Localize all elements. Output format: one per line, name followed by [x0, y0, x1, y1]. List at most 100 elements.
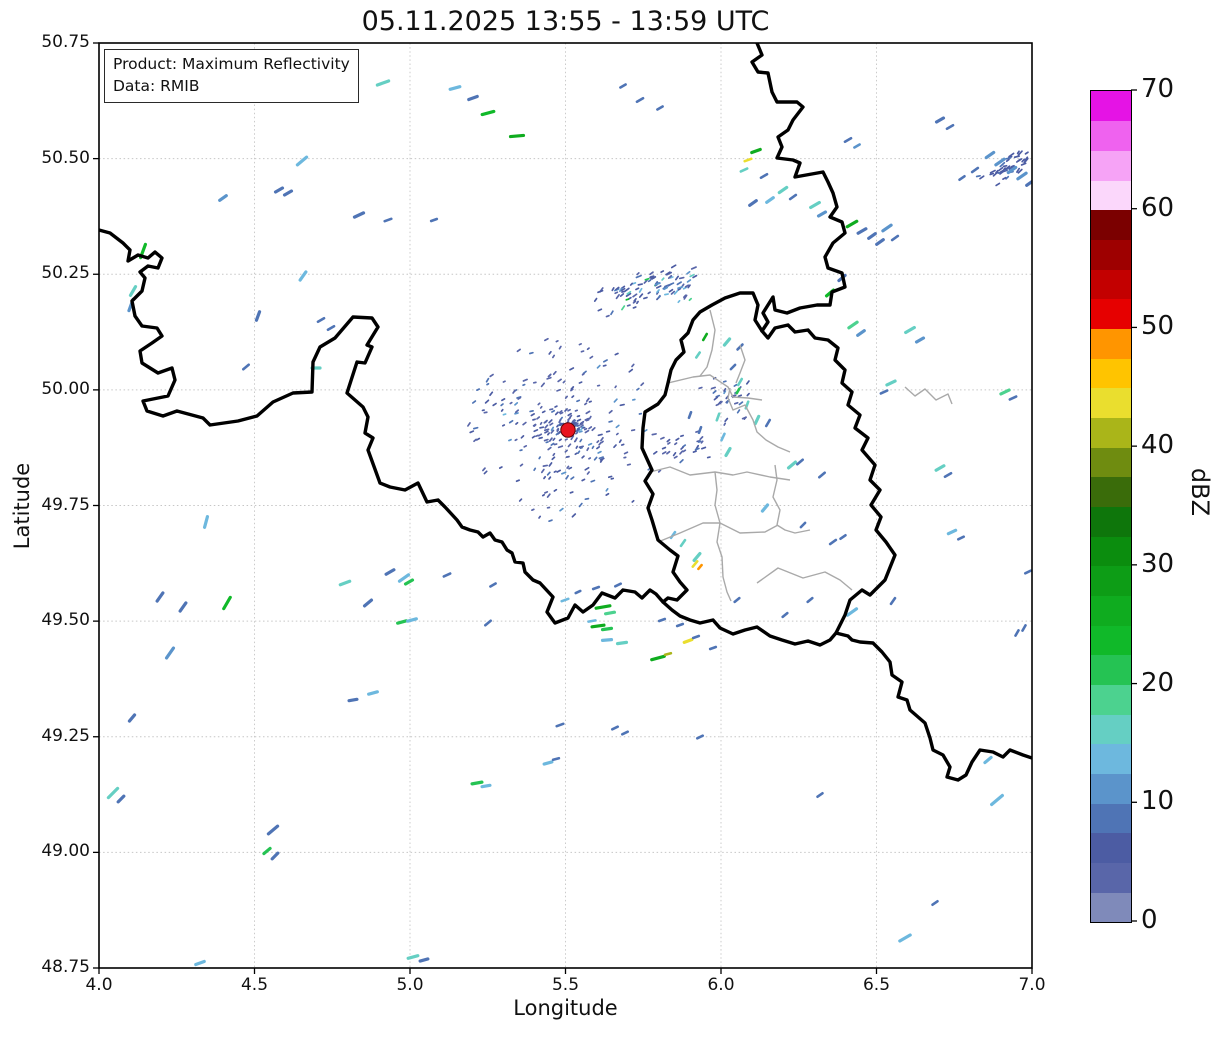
- colorbar-tick-label: 20: [1141, 667, 1175, 698]
- echo-segment: [202, 515, 210, 529]
- clutter-speck: [651, 276, 657, 280]
- echo-segment: [555, 722, 565, 728]
- echo-segment: [898, 933, 912, 943]
- clutter-speck: [615, 293, 620, 300]
- clutter-speck: [539, 405, 543, 409]
- clutter-speck: [636, 300, 639, 305]
- echo-segment: [999, 388, 1011, 396]
- radar-site-marker: [560, 422, 576, 438]
- clutter-speck: [543, 428, 550, 432]
- echo-segment: [956, 535, 966, 541]
- clutter-speck: [591, 445, 595, 450]
- colorbar-band: [1091, 150, 1131, 181]
- colorbar-band: [1091, 892, 1131, 923]
- clutter-speck: [530, 413, 535, 417]
- clutter-speck: [558, 410, 563, 414]
- clutter-speck: [602, 364, 607, 367]
- clutter-speck: [508, 438, 512, 442]
- colorbar-band: [1091, 417, 1131, 448]
- clutter-speck: [551, 409, 556, 413]
- clutter-speck: [1016, 167, 1021, 173]
- clutter-speck: [628, 368, 634, 373]
- clutter-speck: [514, 409, 520, 414]
- echo-segment: [777, 185, 789, 195]
- echo-segment: [843, 136, 853, 144]
- clutter-speck: [626, 463, 632, 466]
- echo-segment: [116, 794, 126, 804]
- echo-segment: [736, 377, 744, 387]
- echo-segment: [875, 238, 885, 246]
- figure-title: 05.11.2025 13:55 - 13:59 UTC: [361, 6, 770, 37]
- clutter-speck: [598, 456, 604, 460]
- x-tick-label: 6.5: [862, 975, 891, 995]
- clutter-speck: [638, 287, 643, 293]
- clutter-speck: [674, 275, 680, 281]
- clutter-speck: [512, 389, 516, 394]
- clutter-speck: [597, 433, 603, 437]
- echo-segment: [367, 690, 379, 696]
- clutter-speck: [1005, 158, 1010, 163]
- echo-segment: [708, 645, 718, 651]
- echo-segment: [845, 219, 859, 229]
- echo-segment: [613, 582, 623, 588]
- clutter-speck: [580, 350, 585, 353]
- clutter-speck: [588, 426, 593, 430]
- echo-segment: [282, 189, 294, 197]
- clutter-speck: [1013, 155, 1020, 159]
- canton-border-line: [667, 374, 763, 401]
- clutter-speck: [664, 293, 669, 296]
- clutter-speck: [529, 410, 534, 413]
- clutter-speck: [1017, 168, 1023, 174]
- clutter-speck: [647, 279, 652, 283]
- echo-segment: [943, 471, 953, 479]
- clutter-speck: [719, 400, 723, 405]
- echo-segment: [656, 105, 664, 111]
- clutter-speck: [680, 446, 684, 450]
- echo-segment: [934, 116, 946, 124]
- clutter-speck: [596, 445, 601, 450]
- clutter-speck: [552, 452, 556, 457]
- colorbar-tick-label: 30: [1141, 548, 1175, 579]
- x-tick-label: 6.0: [707, 975, 735, 995]
- colorbar-band: [1091, 714, 1131, 745]
- clutter-speck: [543, 438, 549, 442]
- clutter-speck: [578, 502, 583, 508]
- echo-segment: [839, 533, 847, 541]
- colorbar-band: [1091, 773, 1131, 804]
- echo-segment: [106, 786, 120, 800]
- clutter-speck: [613, 398, 618, 403]
- clutter-speck: [567, 408, 571, 412]
- clutter-speck: [554, 405, 558, 408]
- echo-segment: [799, 521, 807, 529]
- northeast-speckle-patch: [593, 264, 698, 318]
- colorbar-axis-title: dBZ: [1186, 467, 1214, 517]
- clutter-speck: [654, 282, 661, 286]
- clutter-speck: [546, 376, 552, 380]
- clutter-speck: [579, 438, 583, 443]
- clutter-speck: [548, 462, 553, 467]
- echo-segment: [1008, 395, 1018, 401]
- clutter-speck: [697, 440, 702, 443]
- echo-segment: [164, 646, 176, 660]
- echo-segment: [1021, 624, 1027, 632]
- clutter-speck: [621, 287, 626, 292]
- clutter-speck: [670, 290, 676, 295]
- clutter-speck: [589, 355, 594, 359]
- clutter-speck: [500, 403, 504, 407]
- clutter-speck: [623, 287, 630, 293]
- clutter-speck: [633, 297, 637, 302]
- clutter-speck: [532, 418, 536, 421]
- clutter-speck: [593, 456, 598, 461]
- echo-segment: [222, 595, 232, 611]
- clutter-speck: [596, 364, 601, 369]
- clutter-speck: [666, 450, 671, 455]
- clutter-speck: [680, 434, 684, 438]
- clutter-speck: [660, 436, 665, 440]
- clutter-speck: [688, 297, 693, 302]
- clutter-speck: [537, 402, 541, 406]
- echo-segment: [687, 410, 693, 420]
- echo-segment: [990, 793, 1004, 807]
- clutter-speck: [710, 386, 717, 390]
- clutter-speck: [574, 452, 578, 456]
- echo-segment: [809, 200, 821, 210]
